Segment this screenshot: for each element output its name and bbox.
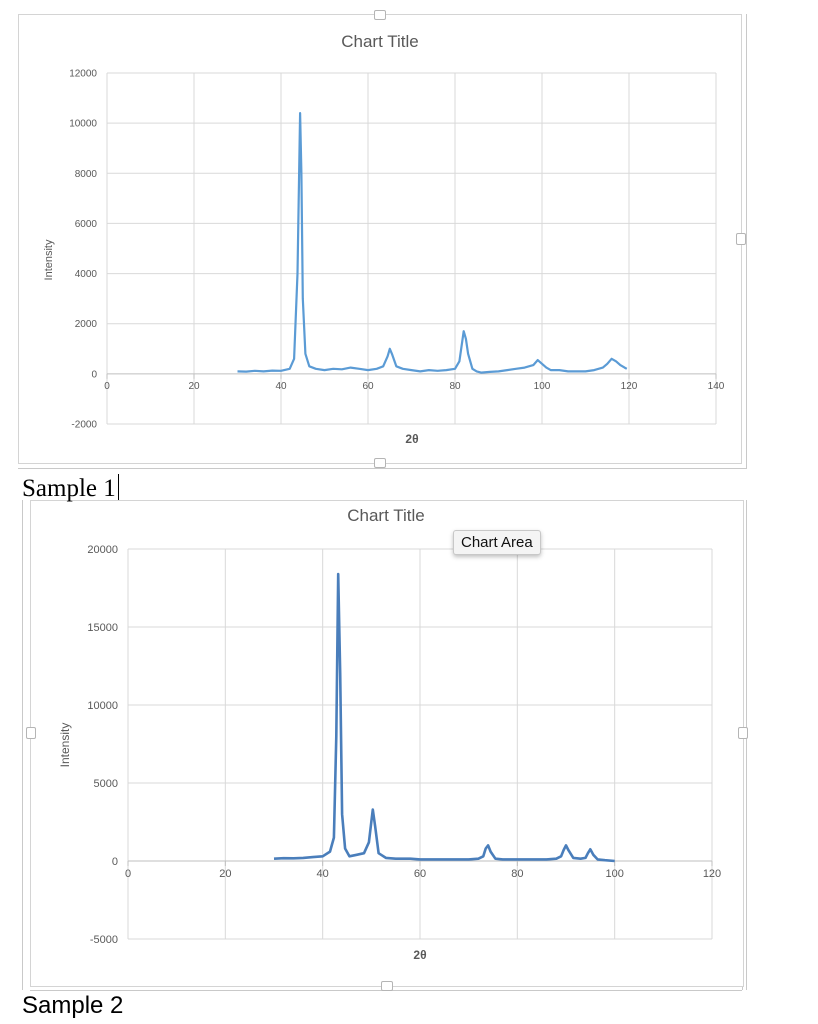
y-tick-label: 10000 [69,119,97,130]
resize-handle-bottom[interactable] [374,458,386,468]
y-tick-label: 10000 [87,700,118,712]
caption-sample-1[interactable]: Sample 1 [22,474,119,503]
resize-handle-left[interactable] [26,727,36,739]
x-tick-label: 0 [104,381,110,392]
x-axis-title[interactable]: 2θ [413,948,426,962]
y-tick-label: 20000 [87,544,118,556]
data-series-line[interactable] [273,572,615,863]
x-tick-label: 20 [188,381,200,392]
y-tick-label: 5000 [94,778,118,790]
y-tick-label: -2000 [71,420,97,431]
chart-area-sample-1[interactable]: Chart Title 0 20 40 60 80 100 120 140 -2000 0 2000… [18,14,742,464]
resize-handle-right[interactable] [736,233,746,245]
x-axis-title[interactable]: 2θ [405,432,418,446]
x-tick-label: 20 [219,868,231,880]
x-tick-label: 100 [534,381,551,392]
page-edge-line [22,500,23,990]
chart-sample-1: Chart Title 0 20 40 60 80 100 120 140 -2000 0 2000… [43,32,725,446]
y-axis-title[interactable]: Intensity [43,239,55,280]
y-tick-label: -5000 [90,934,118,946]
y-tick-label: 15000 [87,622,118,634]
x-tick-label: 80 [511,868,523,880]
text-cursor [117,474,119,500]
x-tick-label: 40 [317,868,329,880]
y-tick-label: 0 [91,369,97,380]
y-tick-label: 6000 [75,219,98,230]
x-tick-label: 80 [449,381,461,392]
chart-area-sample-2[interactable]: Chart Title 0 20 40 60 80 100 120 -5000 0 5000 100… [30,500,744,987]
chart-title[interactable]: Chart Title [347,506,424,525]
chart-sample-2: Chart Title 0 20 40 60 80 100 120 -5000 0 5000 100… [58,506,721,962]
resize-handle-bottom[interactable] [381,981,393,991]
y-tick-label: 12000 [69,69,97,80]
caption-sample-2[interactable]: Sample 2 [22,992,124,1019]
x-tick-label: 100 [605,868,623,880]
chart-title[interactable]: Chart Title [341,32,418,51]
x-tick-label: 60 [414,868,426,880]
page-edge-line [746,500,747,990]
x-tick-label: 40 [275,381,287,392]
x-tick-label: 0 [125,868,131,880]
chart-area-tooltip: Chart Area [453,530,541,555]
data-series-line[interactable] [237,112,628,374]
page-edge-line [18,468,746,469]
y-tick-label: 4000 [75,269,98,280]
y-tick-label: 8000 [75,169,98,180]
resize-handle-top[interactable] [374,10,386,20]
x-tick-label: 120 [621,381,638,392]
x-tick-label: 60 [362,381,374,392]
y-tick-label: 2000 [75,319,98,330]
page-edge-line [746,14,747,469]
x-tick-label: 120 [703,868,721,880]
resize-handle-right[interactable] [738,727,748,739]
y-tick-label: 0 [112,856,118,868]
x-tick-label: 140 [708,381,725,392]
y-axis-title[interactable]: Intensity [58,723,72,768]
